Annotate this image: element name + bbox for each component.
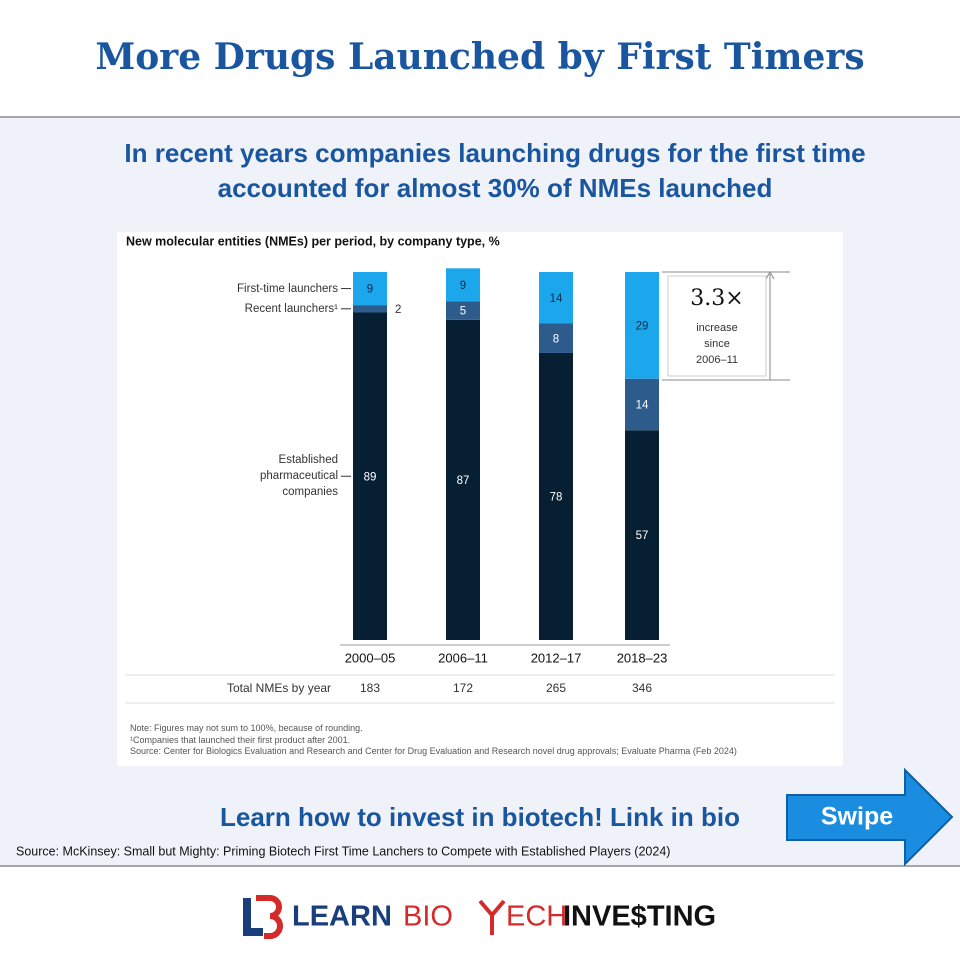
bar-segment bbox=[539, 323, 573, 353]
note: ¹Companies that launched their first pro… bbox=[130, 734, 351, 745]
bar-segment bbox=[446, 319, 480, 640]
cta: Learn how to invest in biotech! Link in … bbox=[220, 802, 740, 832]
value-label: 78 bbox=[550, 492, 563, 504]
chart-title: New molecular entities (NMEs) per period… bbox=[126, 234, 500, 248]
legend-label: Recent launchers¹ bbox=[244, 302, 338, 315]
x-tick-label: 2018–23 bbox=[617, 650, 668, 665]
legend-label: First-time launchers bbox=[237, 282, 338, 295]
annotation-value: 3.3× bbox=[690, 286, 744, 311]
total-label: 183 bbox=[360, 681, 380, 695]
note: Note: Figures may not sum to 100%, becau… bbox=[130, 723, 363, 733]
total-label: 172 bbox=[453, 681, 473, 695]
swipe-arrow[interactable] bbox=[786, 767, 954, 867]
bar-segment bbox=[625, 272, 659, 379]
bar-segment bbox=[539, 352, 573, 640]
value-label: 87 bbox=[457, 475, 470, 487]
bar-segment bbox=[446, 268, 480, 302]
totals-label: Total NMEs by year bbox=[227, 681, 331, 695]
logo-investing: INVE$TING bbox=[563, 901, 716, 933]
total-label: 265 bbox=[546, 681, 566, 695]
footer-bg bbox=[0, 866, 960, 960]
value-label: 14 bbox=[636, 400, 649, 412]
logo-learn: LEARN bbox=[292, 901, 392, 933]
annotation-text: increase since 2006–11 bbox=[695, 322, 738, 366]
source: Source: McKinsey: Small but Mighty: Prim… bbox=[16, 844, 670, 858]
logo-icon bbox=[243, 895, 506, 939]
value-label: 9 bbox=[460, 280, 466, 292]
bar-segment bbox=[353, 272, 387, 306]
logo-bio: BIO bbox=[403, 901, 453, 933]
bar-segment bbox=[625, 378, 659, 431]
bar-segment bbox=[353, 312, 387, 640]
x-tick-label: 2006–11 bbox=[438, 650, 488, 665]
bar-segment bbox=[625, 430, 659, 640]
x-tick-label: 2012–17 bbox=[531, 650, 582, 665]
value-label: 14 bbox=[550, 293, 563, 305]
subtitle: In recent years companies launching drug… bbox=[124, 138, 866, 203]
bar-segment bbox=[353, 305, 387, 313]
value-label: 8 bbox=[553, 333, 559, 345]
header-bg bbox=[0, 0, 960, 117]
swipe-label[interactable]: Swipe bbox=[821, 803, 893, 831]
total-label: 346 bbox=[632, 681, 652, 695]
note: Source: Center for Biologics Evaluation … bbox=[130, 746, 737, 756]
x-tick-label: 2000–05 bbox=[345, 650, 396, 665]
value-label: 2 bbox=[395, 304, 401, 316]
value-label: 9 bbox=[367, 284, 373, 296]
notes: Note: Figures may not sum to 100%, becau… bbox=[130, 723, 737, 758]
value-label: 29 bbox=[636, 320, 649, 332]
value-label: 57 bbox=[636, 530, 649, 542]
page-title: More Drugs Launched by First Timers bbox=[95, 36, 864, 78]
bar-segment bbox=[446, 301, 480, 320]
bracket bbox=[662, 270, 790, 381]
value-label: 5 bbox=[460, 306, 466, 318]
logo-ech: ECH bbox=[506, 901, 567, 933]
bar-segment bbox=[539, 272, 573, 324]
value-label: 89 bbox=[364, 471, 377, 483]
legend-label: Established pharmaceutical companies bbox=[260, 454, 338, 499]
